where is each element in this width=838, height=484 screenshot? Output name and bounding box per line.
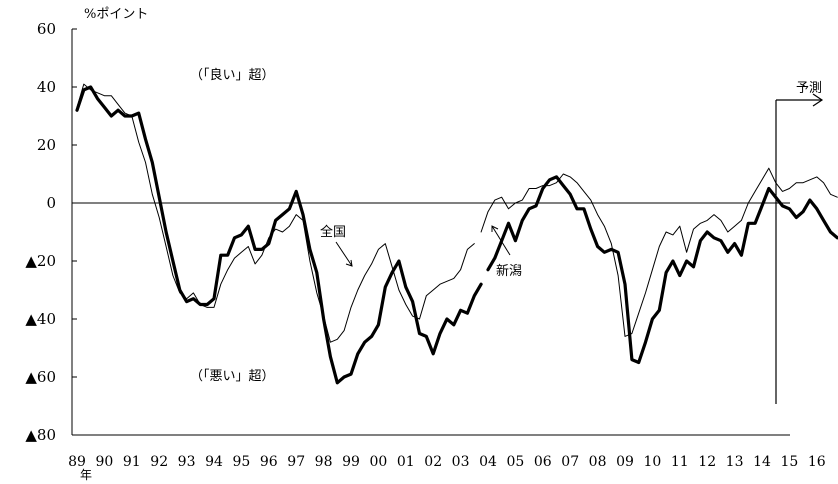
x-tick-label: 96: [260, 454, 278, 470]
y-tick-label: ▲80: [25, 426, 56, 444]
series-line-niigata: [75, 85, 483, 385]
x-tick-label: 90: [95, 454, 113, 470]
y-tick-label: 60: [37, 20, 56, 38]
y-tick-label: 40: [37, 78, 56, 96]
x-tick-label: 10: [643, 454, 661, 470]
x-tick-label: 99: [342, 454, 360, 470]
x-tick-label: 94: [205, 454, 223, 470]
x-tick-label: 12: [698, 454, 716, 470]
series-line-national: [76, 83, 475, 343]
pointer-national: [335, 241, 353, 267]
x-tick-label: 92: [150, 454, 168, 470]
y-tick-label: ▲20: [25, 252, 56, 270]
x-tick-label: 15: [780, 454, 798, 470]
x-tick-label: 97: [287, 454, 305, 470]
x-tick-label: 01: [397, 454, 415, 470]
x-tick-label: 14: [753, 454, 771, 470]
y-tick-label: ▲60: [25, 368, 56, 386]
x-unit-label: 年: [80, 468, 92, 482]
x-tick-label: 98: [315, 454, 333, 470]
label-national: 全国: [320, 224, 346, 240]
x-tick-label: 95: [232, 454, 250, 470]
x-tick-label: 08: [589, 454, 607, 470]
chart-axes: [71, 29, 790, 436]
x-tick-label: 00: [369, 454, 387, 470]
x-tick-label: 89: [68, 454, 86, 470]
y-tick-label: ▲40: [25, 310, 56, 328]
x-tick-label: 93: [178, 454, 196, 470]
series-line-national: [480, 167, 838, 337]
annotation-bad: （「悪い」超）: [190, 369, 275, 384]
x-tick-label: 09: [616, 454, 634, 470]
x-tick-label: 05: [506, 454, 524, 470]
x-tick-label: 07: [561, 454, 579, 470]
annotation-good: （「良い」超）: [190, 67, 275, 83]
forecast-marker: [775, 93, 824, 404]
y-tick-label: 20: [37, 136, 56, 154]
x-tick-label: 91: [123, 454, 141, 470]
y-unit-label: %ポイント: [84, 7, 148, 22]
x-tick-label: 06: [534, 454, 552, 470]
series-line-niigata: [486, 175, 838, 365]
y-tick-label: 0: [46, 194, 56, 212]
x-tick-label: 02: [424, 454, 442, 470]
label-niigata: 新潟: [496, 263, 522, 279]
y-axis-ticks: 60 40 20 0 ▲20 ▲40 ▲60 ▲80: [25, 20, 77, 444]
label-forecast: 予測: [796, 81, 822, 96]
x-tick-label: 13: [726, 454, 744, 470]
x-tick-label: 16: [808, 454, 826, 470]
pointer-niigata: [491, 225, 511, 256]
x-tick-label: 11: [671, 454, 689, 470]
x-tick-label: 03: [452, 454, 470, 470]
x-tick-label: 04: [479, 454, 497, 470]
x-axis-ticks: 89 90 91 92 93 94 95 96 97 98 99 00 01 02 03 04 05 06 07 08…: [68, 454, 826, 470]
series-lines: [75, 83, 838, 385]
